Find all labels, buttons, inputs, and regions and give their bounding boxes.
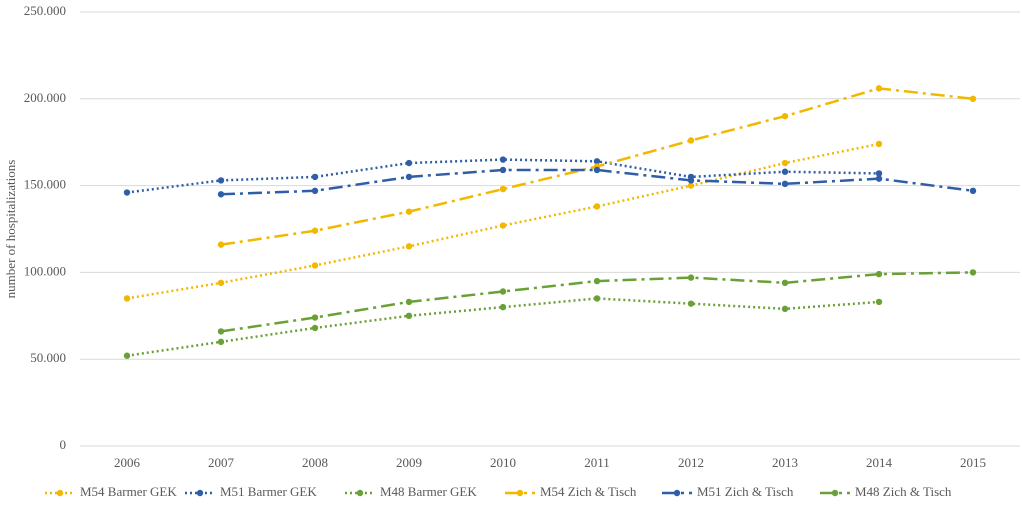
- data-point: [781, 112, 789, 120]
- data-point: [969, 95, 977, 103]
- y-tick-label: 0: [60, 437, 67, 452]
- data-point: [123, 295, 131, 302]
- data-point: [593, 203, 601, 210]
- x-tick-label: 2014: [866, 455, 893, 470]
- data-point: [875, 270, 883, 278]
- data-point: [405, 298, 413, 306]
- legend-label: M51 Barmer GEK: [220, 484, 317, 499]
- data-point: [875, 140, 883, 148]
- data-point: [781, 180, 789, 188]
- data-point: [875, 175, 883, 182]
- data-point: [687, 300, 695, 307]
- data-point: [217, 241, 225, 248]
- data-point: [405, 208, 413, 215]
- y-tick-label: 250.000: [24, 3, 66, 18]
- y-axis-label: number of hospitalizations: [3, 160, 18, 299]
- data-point: [875, 85, 883, 92]
- data-point: [217, 177, 225, 184]
- legend-label: M54 Barmer GEK: [80, 484, 177, 499]
- data-point: [781, 279, 789, 287]
- data-point: [687, 274, 695, 281]
- data-point: [405, 159, 413, 167]
- data-point: [405, 312, 413, 319]
- series-line: [126, 158, 880, 194]
- data-point: [123, 352, 131, 359]
- data-point: [311, 262, 319, 269]
- data-point: [311, 173, 319, 181]
- x-tick-label: 2010: [490, 455, 516, 470]
- data-point: [875, 170, 883, 177]
- data-point: [217, 328, 225, 335]
- data-point: [499, 303, 507, 311]
- data-point: [499, 185, 507, 193]
- legend-marker: [196, 489, 204, 497]
- data-point: [969, 269, 977, 276]
- legend-marker: [831, 489, 839, 497]
- y-tick-label: 50.000: [30, 350, 66, 365]
- data-point: [781, 168, 789, 175]
- data-point: [311, 227, 319, 234]
- data-point: [123, 189, 131, 196]
- y-tick-label: 150.000: [24, 177, 66, 192]
- data-point: [781, 305, 789, 313]
- data-point: [687, 177, 695, 184]
- legend-label: M51 Zich & Tisch: [697, 484, 794, 499]
- data-point: [499, 156, 507, 163]
- legend-marker: [356, 489, 364, 497]
- data-point: [875, 298, 883, 306]
- x-tick-label: 2006: [114, 455, 141, 470]
- data-point: [593, 166, 601, 174]
- y-tick-label: 200.000: [24, 90, 66, 105]
- data-point: [217, 338, 225, 346]
- x-tick-label: 2011: [584, 455, 610, 470]
- legend-label: M54 Zich & Tisch: [540, 484, 637, 499]
- legend-marker: [673, 489, 681, 497]
- data-point: [217, 191, 225, 198]
- data-point: [593, 158, 601, 165]
- series-line: [220, 168, 974, 196]
- x-tick-label: 2007: [208, 455, 235, 470]
- data-point: [969, 187, 977, 195]
- legend-label: M48 Barmer GEK: [380, 484, 477, 499]
- legend-label: M48 Zich & Tisch: [855, 484, 952, 499]
- x-tick-label: 2012: [678, 455, 704, 470]
- data-point: [499, 288, 507, 295]
- data-point: [687, 182, 695, 189]
- data-point: [781, 159, 789, 167]
- x-tick-label: 2009: [396, 455, 422, 470]
- data-point: [687, 137, 695, 144]
- data-point: [217, 279, 225, 287]
- legend-marker: [516, 489, 524, 497]
- x-tick-label: 2015: [960, 455, 986, 470]
- x-tick-label: 2013: [772, 455, 798, 470]
- data-point: [593, 295, 601, 302]
- series-line: [126, 297, 880, 357]
- data-point: [311, 314, 319, 321]
- legend-marker: [56, 489, 64, 497]
- data-point: [311, 187, 319, 195]
- x-tick-label: 2008: [302, 455, 328, 470]
- data-point: [311, 324, 319, 332]
- y-tick-label: 100.000: [24, 263, 66, 278]
- data-point: [499, 166, 507, 174]
- data-point: [405, 243, 413, 250]
- data-point: [499, 222, 507, 229]
- data-point: [593, 277, 601, 285]
- data-point: [405, 173, 413, 181]
